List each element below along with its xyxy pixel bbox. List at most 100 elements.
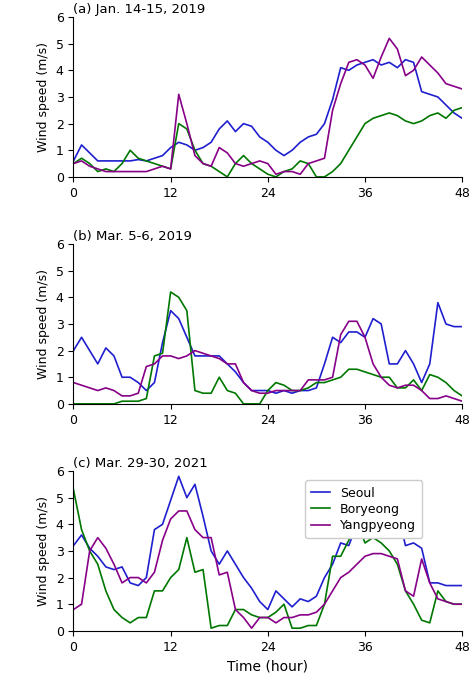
Yangpyeong [289,168,295,176]
Yangpyeong [257,613,263,621]
Boryeong [241,151,246,160]
Yangpyeong [451,83,457,91]
Yangpyeong [233,606,238,614]
Seoul [338,63,344,72]
Seoul [71,157,76,165]
Seoul [354,520,360,529]
Yangpyeong [176,90,182,98]
Seoul [362,333,368,342]
Boryeong [119,397,125,405]
Boryeong [95,168,100,176]
Boryeong [297,157,303,165]
Boryeong [435,587,441,595]
Yangpyeong [128,168,133,176]
Yangpyeong [152,165,157,173]
Boryeong [281,381,287,389]
Seoul [273,587,279,595]
Yangpyeong [451,600,457,608]
Boryeong [225,621,230,629]
Yangpyeong [136,574,141,582]
Yangpyeong [216,355,222,363]
Seoul [435,579,441,587]
Boryeong [297,387,303,395]
Seoul [419,87,425,95]
Yangpyeong [346,317,352,325]
Seoul [410,58,416,66]
Seoul [216,352,222,360]
Yangpyeong [419,555,425,563]
Yangpyeong [144,579,149,587]
Legend: Seoul, Boryeong, Yangpyeong: Seoul, Boryeong, Yangpyeong [305,480,422,538]
Seoul [168,496,173,505]
X-axis label: Time (hour): Time (hour) [228,659,308,673]
Boryeong [208,389,214,398]
Yangpyeong [200,160,206,168]
Yangpyeong [273,170,279,178]
Seoul [119,157,125,165]
Yangpyeong [265,389,271,398]
Boryeong [419,117,425,125]
Boryeong [168,165,173,173]
Seoul [119,373,125,381]
Seoul [144,574,149,582]
Boryeong [370,533,376,542]
Seoul [265,606,271,614]
Boryeong [111,606,117,614]
Seoul [451,323,457,331]
Boryeong [378,373,384,381]
Boryeong [257,165,263,173]
Line: Yangpyeong: Yangpyeong [73,321,462,401]
Boryeong [144,613,149,621]
Yangpyeong [160,536,165,544]
Seoul [95,360,100,368]
Boryeong [273,379,279,387]
Yangpyeong [144,363,149,371]
Seoul [176,138,182,147]
Boryeong [459,391,465,400]
Seoul [427,90,433,98]
Yangpyeong [87,162,92,170]
Boryeong [427,112,433,120]
Seoul [265,387,271,395]
Seoul [410,539,416,547]
Yangpyeong [281,613,287,621]
Boryeong [402,384,408,392]
Seoul [297,387,303,395]
Yangpyeong [184,507,190,515]
Yangpyeong [378,550,384,558]
Yangpyeong [95,387,100,395]
Boryeong [249,611,255,619]
Yangpyeong [273,619,279,627]
Boryeong [459,600,465,608]
Seoul [225,547,230,555]
Boryeong [410,119,416,128]
Seoul [402,56,408,64]
Seoul [152,526,157,534]
Boryeong [322,379,328,387]
Line: Yangpyeong: Yangpyeong [73,511,462,628]
Yangpyeong [370,74,376,83]
Seoul [87,544,92,552]
Seoul [176,314,182,323]
Boryeong [289,165,295,173]
Y-axis label: Wind speed (m/s): Wind speed (m/s) [37,496,50,606]
Yangpyeong [362,552,368,561]
Line: Seoul: Seoul [73,60,462,161]
Seoul [184,494,190,502]
Boryeong [103,400,109,408]
Yangpyeong [160,162,165,170]
Boryeong [184,533,190,542]
Boryeong [305,384,311,392]
Yangpyeong [233,160,238,168]
Yangpyeong [95,165,100,173]
Yangpyeong [119,391,125,400]
Yangpyeong [378,53,384,61]
Seoul [103,157,109,165]
Yangpyeong [305,160,311,168]
Text: (c) Mar. 29-30, 2021: (c) Mar. 29-30, 2021 [73,457,208,470]
Yangpyeong [176,355,182,363]
Yangpyeong [410,381,416,389]
Yangpyeong [386,381,392,389]
Yangpyeong [225,149,230,157]
Boryeong [443,597,449,606]
